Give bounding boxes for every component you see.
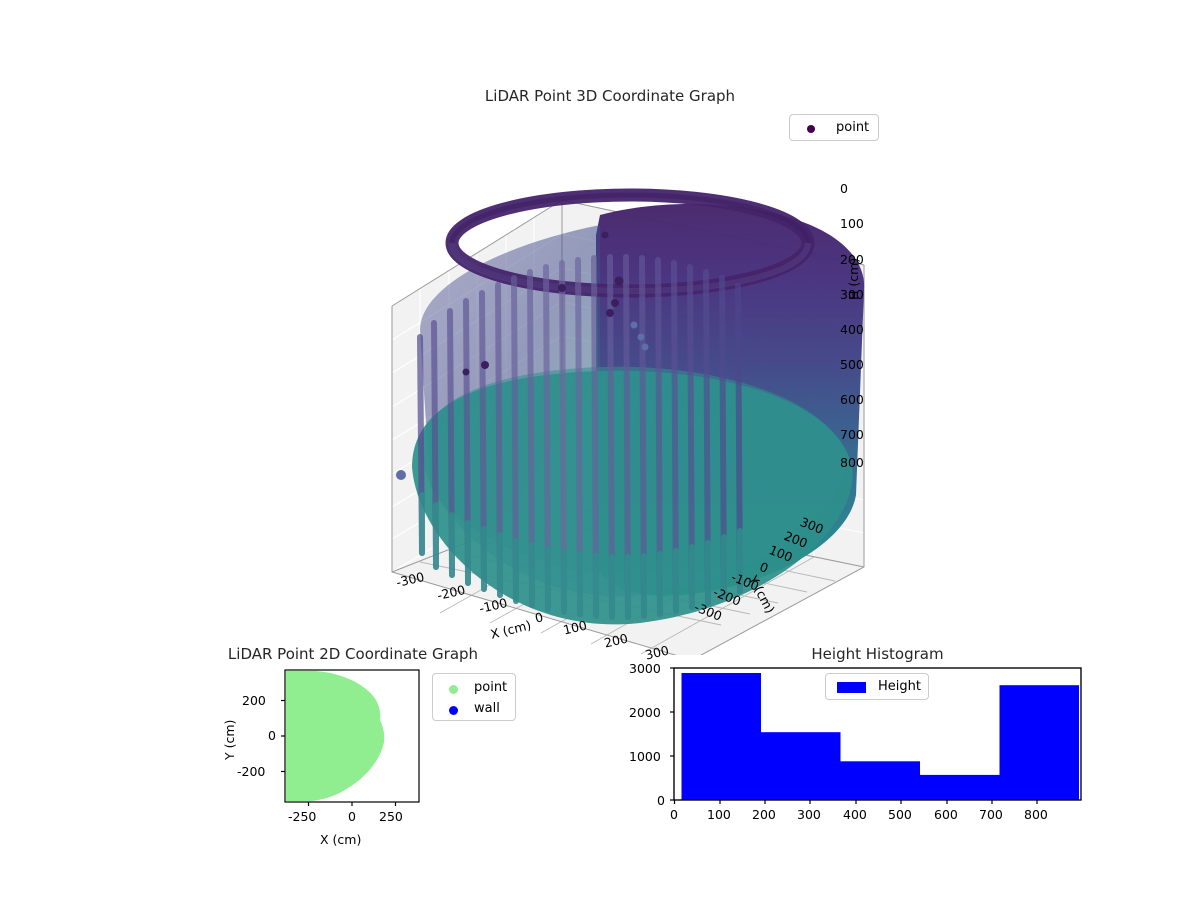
legend-label-point: point (836, 120, 870, 135)
plot-2d-xtick-0: 0 (348, 809, 356, 824)
hist-ytick-1000: 1000 (629, 749, 661, 764)
hist-xtick-0: 0 (670, 807, 678, 822)
ztick-400: 400 (840, 322, 864, 337)
ztick-100: 100 (840, 216, 864, 231)
hist-xtick-800: 800 (1024, 807, 1048, 822)
legend-marker-point (449, 685, 458, 694)
ztick-600: 600 (840, 392, 864, 407)
bar-bin-2 (761, 732, 841, 800)
bar-bin-5 (999, 685, 1079, 800)
ztick-200: 200 (840, 252, 864, 267)
plot-2d-xtick-250: 250 (379, 809, 403, 824)
hist-xtick-600: 600 (934, 807, 958, 822)
hist-ytick-3000: 3000 (629, 661, 661, 676)
plot-2d-ytick-200: 200 (242, 693, 266, 708)
ztick-300: 300 (840, 287, 864, 302)
plot-2d-ytick--200: -200 (237, 764, 266, 779)
histogram-ticks (670, 667, 1038, 804)
legend-patch-height (837, 682, 866, 693)
bar-bin-3 (840, 761, 920, 800)
legend-label-point: point (474, 680, 508, 695)
legend-marker-point (807, 125, 815, 133)
hist-ytick-2000: 2000 (629, 705, 661, 720)
histogram-panel: Height Histogram (620, 640, 1100, 840)
hist-xtick-100: 100 (707, 807, 731, 822)
plot-2d-panel: LiDAR Point 2D Coordinate Graph 200 0 -2… (180, 640, 540, 855)
histogram-bars (681, 673, 1079, 800)
plot-3d-panel: LiDAR Point 3D Coordinate Graph (300, 75, 920, 655)
ztick-500: 500 (840, 357, 864, 372)
plot-2d-legend[interactable]: point wall (432, 673, 516, 721)
ztick-700: 700 (840, 427, 864, 442)
bar-bin-1 (681, 673, 761, 800)
histogram-legend[interactable]: Height (825, 673, 929, 700)
ztick-800: 800 (840, 455, 864, 470)
plot-2d-ticks (281, 699, 397, 806)
histogram-title: Height Histogram (811, 645, 944, 663)
legend-marker-wall (449, 706, 458, 715)
hist-xtick-200: 200 (752, 807, 776, 822)
hist-xtick-700: 700 (979, 807, 1003, 822)
hist-ytick-0: 0 (657, 793, 665, 808)
ztick-0: 0 (840, 181, 848, 196)
hist-xtick-500: 500 (888, 807, 912, 822)
plot-2d-ytick-0: 0 (268, 728, 276, 743)
legend-label-height: Height (878, 679, 921, 694)
legend-label-wall: wall (474, 701, 500, 716)
plot-3d-zlabel: H (cm) (846, 257, 861, 300)
hist-xtick-300: 300 (797, 807, 821, 822)
plot-3d-legend[interactable]: point (789, 114, 879, 141)
plot-2d-ylabel: Y (cm) (222, 719, 237, 760)
plot-2d-xlabel: X (cm) (320, 832, 362, 847)
hist-xtick-400: 400 (843, 807, 867, 822)
plot-2d-title: LiDAR Point 2D Coordinate Graph (227, 645, 479, 663)
plot-3d-title: LiDAR Point 3D Coordinate Graph (484, 87, 736, 105)
bar-bin-4 (920, 774, 1000, 800)
plot-2d-xtick--250: -250 (288, 809, 317, 824)
point-cloud-2d (285, 670, 385, 802)
